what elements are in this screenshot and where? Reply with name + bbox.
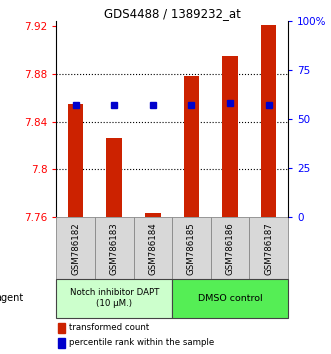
Bar xyxy=(172,217,211,279)
Bar xyxy=(184,76,199,217)
Bar xyxy=(58,322,65,333)
Title: GDS4488 / 1389232_at: GDS4488 / 1389232_at xyxy=(104,7,241,20)
Bar xyxy=(172,279,288,319)
Text: GSM786183: GSM786183 xyxy=(110,222,119,275)
Text: GSM786184: GSM786184 xyxy=(148,222,157,275)
Bar xyxy=(107,138,122,217)
Text: Notch inhibitor DAPT
(10 μM.): Notch inhibitor DAPT (10 μM.) xyxy=(70,289,159,308)
Bar xyxy=(56,217,95,279)
Text: GSM786186: GSM786186 xyxy=(225,222,235,275)
Bar xyxy=(133,217,172,279)
Bar xyxy=(222,56,238,217)
Bar xyxy=(56,279,172,319)
Text: GSM786182: GSM786182 xyxy=(71,222,80,275)
Bar xyxy=(145,213,161,217)
Text: agent: agent xyxy=(0,293,24,303)
Bar xyxy=(95,217,133,279)
Text: GSM786185: GSM786185 xyxy=(187,222,196,275)
Bar xyxy=(249,217,288,279)
Bar xyxy=(211,217,249,279)
Bar xyxy=(68,104,83,217)
Text: percentile rank within the sample: percentile rank within the sample xyxy=(69,338,214,347)
Text: DMSO control: DMSO control xyxy=(198,293,262,303)
Bar xyxy=(261,25,276,217)
Text: transformed count: transformed count xyxy=(69,323,149,332)
Bar xyxy=(58,338,65,348)
Text: GSM786187: GSM786187 xyxy=(264,222,273,275)
